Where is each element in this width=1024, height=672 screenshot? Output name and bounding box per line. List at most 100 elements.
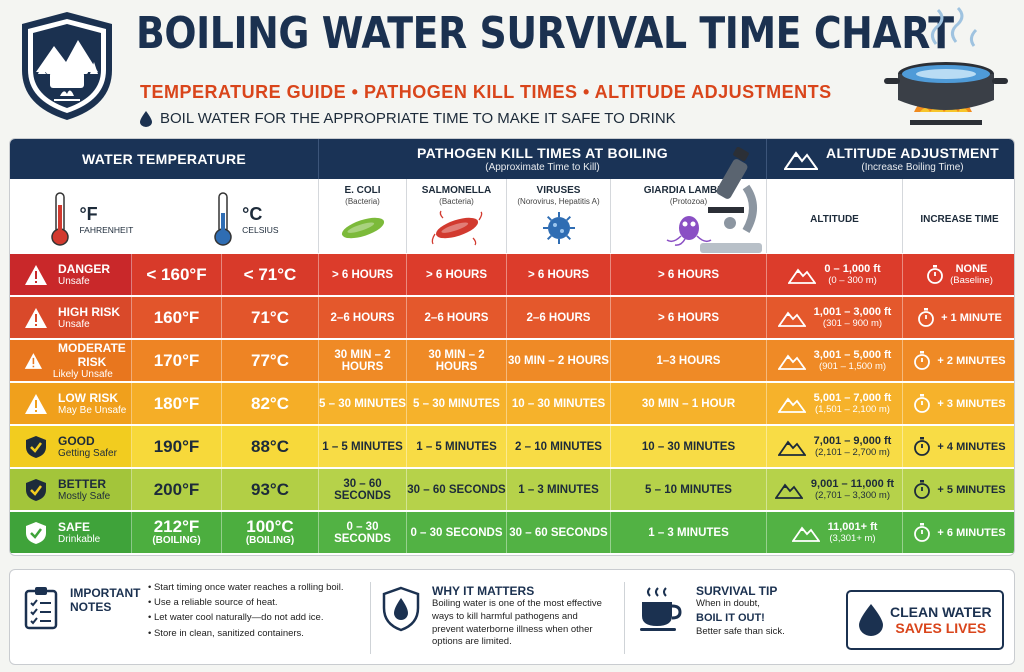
celsius-value: 88°C (251, 436, 289, 456)
celsius-value: < 71°C (243, 264, 297, 284)
status-note: Likely Unsafe (52, 369, 113, 380)
kill-time-cell: 1 – 5 MINUTES (407, 426, 507, 467)
increase-time-value: NONE (955, 263, 988, 275)
divider (624, 582, 625, 654)
clipboard-icon (24, 587, 58, 630)
status-cell: GOOD Getting Safer (10, 426, 132, 467)
kill-time-value: 30 MIN – 1 HOUR (641, 397, 736, 410)
mountain-icon (777, 440, 806, 456)
thermometer-cold-icon (214, 192, 232, 246)
altitude-column-label: ALTITUDE (810, 213, 859, 225)
kill-time-cell: 30 – 60 SECONDS (319, 469, 407, 510)
increase-time-column-label: INCREASE TIME (920, 213, 999, 225)
celsius-unit: °C CELSIUS (212, 191, 279, 247)
stopwatch-icon (914, 479, 931, 499)
mountain-icon (774, 483, 803, 499)
pathogen-name: GIARDIA LAMBLIA (643, 185, 734, 196)
increase-time-value: + 1 MINUTE (941, 311, 1002, 324)
kill-time-value: 1 – 3 MINUTES (648, 526, 729, 539)
pathogen-subtitle: (Approximate Time to Kill) (485, 162, 600, 173)
kill-time-value: > 6 HOURS (657, 268, 720, 281)
important-notes-title: IMPORTANT NOTES (70, 586, 140, 614)
status-cell: SAFE Drinkable (10, 512, 132, 553)
status-note: Unsafe (58, 276, 90, 287)
celsius-value: 77°C (251, 350, 289, 370)
altitude-feet: 3,001 – 5,000 ft (813, 349, 892, 361)
shield-check-icon (26, 521, 46, 544)
altitude-column-header: ALTITUDE (767, 179, 903, 253)
altitude-meters: (2,701 – 3,300 m) (815, 490, 890, 501)
important-notes-title-line-1: IMPORTANT (70, 586, 141, 600)
kill-time-cell: > 6 HOURS (611, 254, 767, 295)
header: BOILING WATER SURVIVAL TIME CHART TEMPER… (0, 0, 1024, 136)
kill-time-value: 30 MIN – 2 HOURS (508, 354, 609, 367)
water-temperature-title: WATER TEMPERATURE (81, 151, 247, 167)
kill-time-value: 1–3 HOURS (656, 354, 721, 367)
celsius-cell: 82°C (222, 383, 319, 424)
important-note-item: Store in clean, sanitized containers. (148, 626, 344, 641)
kill-time-value: > 6 HOURS (657, 311, 720, 324)
status-label: DANGER (58, 262, 111, 276)
status-label: BETTER (58, 477, 106, 491)
kill-time-value: 30 – 60 SECONDS (334, 477, 391, 502)
mountain-icon (791, 526, 820, 542)
altitude-cell: 1,001 – 3,000 ft (301 – 900 m) (767, 297, 903, 338)
increase-time-note: (Baseline) (950, 275, 993, 286)
increase-time-cell: + 3 MINUTES (903, 383, 1014, 424)
stopwatch-icon (914, 522, 931, 542)
kill-time-value: 1 – 5 MINUTES (416, 440, 497, 453)
kill-time-cell: 1 – 5 MINUTES (319, 426, 407, 467)
mountain-icon (777, 354, 806, 370)
altitude-feet: 7,001 – 9,000 ft (813, 435, 892, 447)
altitude-cell: 5,001 – 7,000 ft (1,501 – 2,100 m) (767, 383, 903, 424)
fahrenheit-label: FAHRENHEIT (79, 224, 134, 235)
kill-time-value: 30 – 60 SECONDS (509, 526, 608, 539)
stopwatch-icon (914, 436, 931, 456)
pathogen-type: (Norovirus, Hepatitis A) (517, 197, 600, 206)
fahrenheit-value: 190°F (153, 436, 200, 456)
celsius-label: CELSIUS (242, 224, 279, 235)
warning-icon (25, 307, 47, 328)
increase-time-value: + 4 MINUTES (937, 440, 1006, 453)
boiling-label: (BOILING) (245, 535, 295, 547)
thermometer-hot-icon (51, 192, 70, 246)
kill-time-cell: 5 – 10 MINUTES (611, 469, 767, 510)
shield-drop-icon (382, 586, 420, 632)
increase-time-cell: + 5 MINUTES (903, 469, 1014, 510)
why-it-matters: WHY IT MATTERS Boiling water is one of t… (432, 584, 612, 649)
water-drop-icon (859, 604, 883, 636)
fahrenheit-cell: 180°F (132, 383, 222, 424)
fahrenheit-cell: 190°F (132, 426, 222, 467)
status-note: Drinkable (58, 534, 101, 545)
altitude-meters: (1,501 – 2,100 m) (814, 404, 890, 415)
page-subtitle: TEMPERATURE GUIDE • PATHOGEN KILL TIMES … (140, 82, 832, 102)
kill-time-value: 2–6 HOURS (330, 311, 395, 324)
altitude-feet: 1,001 – 3,000 ft (813, 306, 892, 318)
stopwatch-icon (914, 350, 931, 370)
stopwatch-icon (927, 264, 944, 284)
kill-time-cell: 0 – 30 SECONDS (407, 512, 507, 553)
fahrenheit-cell: 212°F (BOILING) (132, 512, 222, 553)
fahrenheit-cell: 160°F (132, 297, 222, 338)
fahrenheit-cell: < 160°F (132, 254, 222, 295)
pathogen-name: SALMONELLA (421, 185, 492, 196)
kill-time-cell: 2–6 HOURS (407, 297, 507, 338)
shield-check-icon (26, 435, 46, 458)
fahrenheit-value: 212°F (153, 517, 200, 537)
celsius-cell: 77°C (222, 340, 319, 381)
kill-time-value: 2–6 HOURS (424, 311, 489, 324)
status-cell: LOW RISK May Be Unsafe (10, 383, 132, 424)
altitude-cell: 3,001 – 5,000 ft (901 – 1,500 m) (767, 340, 903, 381)
celsius-value: 82°C (251, 393, 289, 413)
pathogen-header: PATHOGEN KILL TIMES AT BOILING (Approxim… (319, 139, 767, 179)
status-label: SAFE (58, 520, 91, 534)
status-note: Getting Safer (58, 448, 117, 459)
status-label: MODERATE RISK (58, 341, 126, 369)
kill-time-value: 2–6 HOURS (526, 311, 591, 324)
pathogen-illustration-icon (431, 210, 482, 246)
pathogen-illustration-icon (542, 212, 575, 244)
pathogen-name: VIRUSES (536, 185, 581, 196)
status-label: GOOD (58, 434, 95, 448)
altitude-cell: 0 – 1,000 ft (0 – 300 m) (767, 254, 903, 295)
celsius-value: 100°C (246, 517, 294, 537)
